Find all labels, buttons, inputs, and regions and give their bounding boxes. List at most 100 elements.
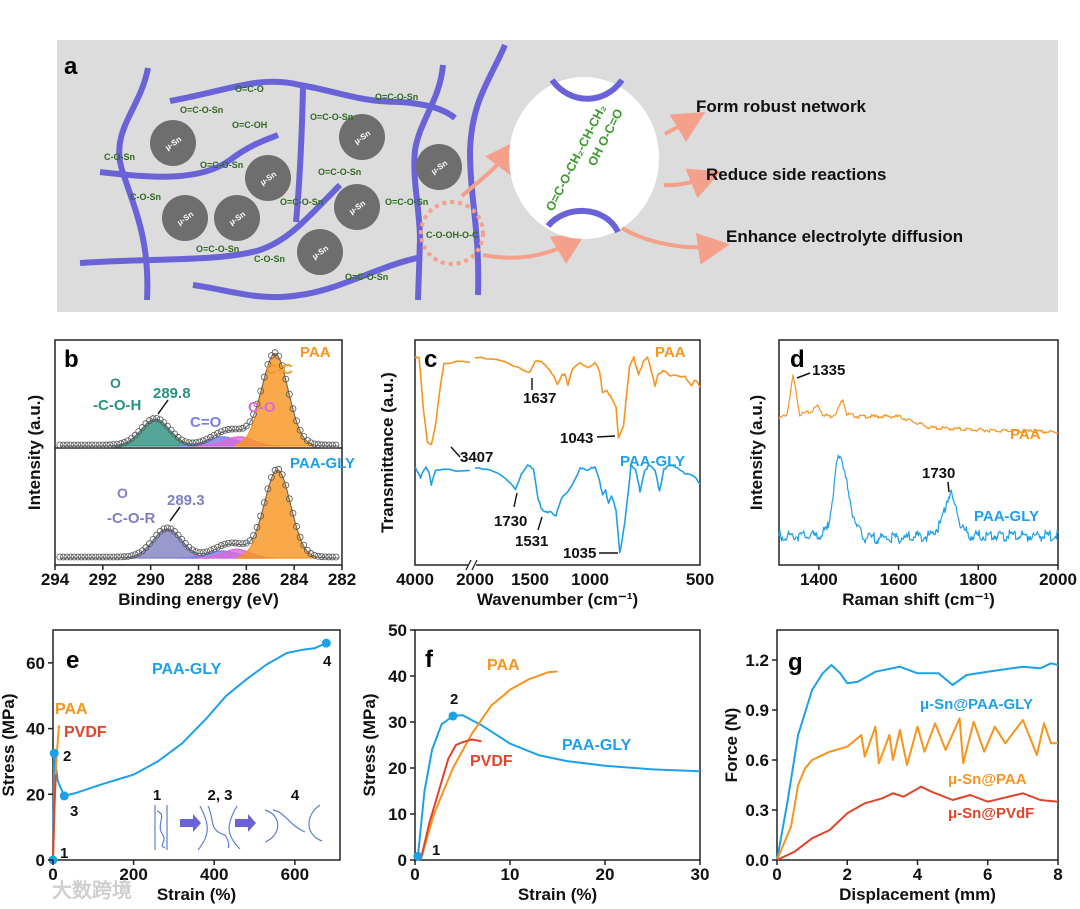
data-point-marker bbox=[321, 553, 329, 561]
y-axis-label: Force (N) bbox=[722, 708, 741, 783]
x-tick-label: 284 bbox=[280, 570, 309, 589]
data-point-marker bbox=[92, 553, 100, 561]
x-tick-label: 200 bbox=[119, 865, 147, 884]
data-point-marker bbox=[117, 553, 125, 561]
data-point-marker bbox=[59, 441, 67, 449]
chart-f-axes-frame bbox=[414, 629, 701, 861]
peak-value-289-3: 289.3 bbox=[167, 492, 205, 509]
functional-group-label: C-O-Sn bbox=[104, 152, 135, 162]
data-point-marker bbox=[164, 422, 171, 430]
data-point-marker bbox=[189, 546, 196, 554]
x-tick-label: 6 bbox=[983, 865, 992, 884]
data-point-marker bbox=[103, 553, 110, 561]
state-marker-label: 1 bbox=[60, 845, 68, 862]
polymer-chain bbox=[99, 132, 280, 180]
chart-b-xps: 294 292 290 288 286 284 282 Binding energy (eV)… bbox=[25, 339, 356, 609]
data-point-marker bbox=[77, 441, 85, 449]
data-point-marker bbox=[135, 428, 143, 435]
x-tick-label: 2 bbox=[843, 865, 852, 884]
data-point-marker bbox=[153, 415, 161, 422]
peak-label-co: C-O bbox=[248, 399, 276, 416]
data-point-marker bbox=[138, 424, 146, 431]
data-point-marker bbox=[85, 553, 92, 561]
series-line---sn-pvdf bbox=[776, 785, 1059, 861]
data-point-marker bbox=[232, 539, 239, 547]
functional-group-label: O=C-O-Sn bbox=[280, 197, 323, 207]
data-point-marker bbox=[242, 422, 250, 430]
peak-value-289-8: 289.8 bbox=[153, 385, 191, 402]
series-label-paa-gly: PAA-GLY bbox=[974, 508, 1039, 525]
data-point-marker bbox=[181, 540, 189, 547]
data-point-marker bbox=[67, 553, 74, 561]
state-marker-label: 2 bbox=[63, 748, 71, 765]
peak-label-1637: 1637 bbox=[523, 390, 556, 407]
data-point-marker bbox=[196, 549, 204, 556]
data-point-marker bbox=[314, 441, 322, 448]
chart-e-axes-frame bbox=[52, 629, 341, 861]
functional-group-label: O=C-O-Sn bbox=[200, 160, 243, 170]
state-marker-label: 4 bbox=[323, 653, 332, 670]
functional-group-label: O=C-O-Sn bbox=[345, 272, 388, 282]
peak-label-3407: 3407 bbox=[460, 449, 493, 466]
data-point-marker bbox=[142, 544, 150, 551]
inset-chain-sketch bbox=[308, 804, 323, 842]
data-point-marker bbox=[242, 539, 250, 547]
data-point-marker bbox=[207, 547, 214, 554]
sn-particle bbox=[416, 144, 462, 190]
polymer-chain bbox=[192, 254, 423, 301]
data-point-marker bbox=[307, 550, 315, 557]
annotation-arrow bbox=[537, 516, 543, 531]
data-point-marker bbox=[285, 495, 293, 503]
panel-label-b: b bbox=[64, 346, 79, 373]
polymer-chain bbox=[411, 64, 446, 301]
benefit-enhance-diffusion: Enhance electrolyte diffusion bbox=[726, 227, 963, 246]
x-tick-label: 1800 bbox=[959, 570, 997, 589]
x-tick-label: 1500 bbox=[511, 570, 549, 589]
series-label-paa: PAA bbox=[655, 344, 686, 361]
watermark: 大数跨境 bbox=[52, 878, 132, 902]
data-point-marker bbox=[146, 540, 153, 548]
data-point-marker bbox=[239, 424, 247, 432]
data-point-marker bbox=[203, 548, 211, 556]
y-axis-label: Stress (MPa) bbox=[360, 694, 379, 797]
chart-c-ftir: 3407 1637 1043 1730 1531 1035 PAA PAA-GLY 4000 20… bbox=[378, 339, 714, 609]
data-point-marker bbox=[81, 441, 89, 449]
data-point-marker bbox=[135, 549, 143, 557]
panel-label-a: a bbox=[64, 53, 78, 80]
data-point-marker bbox=[171, 527, 178, 535]
y-tick-label: 0.9 bbox=[745, 701, 769, 720]
data-point-marker bbox=[264, 485, 272, 493]
data-point-marker bbox=[149, 415, 157, 423]
functional-group-label: O=C-O-Sn bbox=[375, 92, 418, 102]
state-marker-1 bbox=[413, 851, 423, 861]
inset-chain-top bbox=[549, 78, 625, 102]
panel-label-f: f bbox=[425, 646, 434, 673]
data-point-marker bbox=[99, 441, 107, 449]
series-label-paa-gly: PAA-GLY bbox=[290, 455, 355, 472]
y-tick-label: 0 bbox=[36, 851, 45, 870]
data-point-marker bbox=[106, 441, 114, 449]
data-point-marker bbox=[314, 552, 322, 560]
x-tick-label: 2000 bbox=[456, 570, 494, 589]
state-marker-4 bbox=[321, 638, 331, 648]
functional-group-label: O=C-O-Sn bbox=[318, 167, 361, 177]
data-point-marker bbox=[106, 553, 114, 561]
panel-label-d: d bbox=[790, 346, 805, 373]
polymer-chains bbox=[79, 43, 508, 301]
sn-particle bbox=[214, 195, 260, 241]
x-tick-label: 0 bbox=[410, 865, 419, 884]
polymer-chain bbox=[116, 67, 151, 301]
inset-chain-sketch bbox=[197, 805, 208, 851]
series-label-pvdf: PVDF bbox=[470, 753, 513, 770]
y-tick-label: 40 bbox=[26, 720, 45, 739]
benefit-arrow bbox=[663, 111, 706, 143]
group-top: O bbox=[117, 485, 128, 501]
data-point-marker bbox=[92, 441, 100, 449]
peak-label-cc: C-C bbox=[266, 361, 293, 378]
data-point-marker bbox=[189, 439, 196, 447]
x-tick-label: 282 bbox=[328, 570, 356, 589]
functional-group-label: O=C-O bbox=[235, 84, 264, 94]
x-tick-label: 286 bbox=[232, 570, 260, 589]
polymer-chain bbox=[169, 78, 457, 121]
